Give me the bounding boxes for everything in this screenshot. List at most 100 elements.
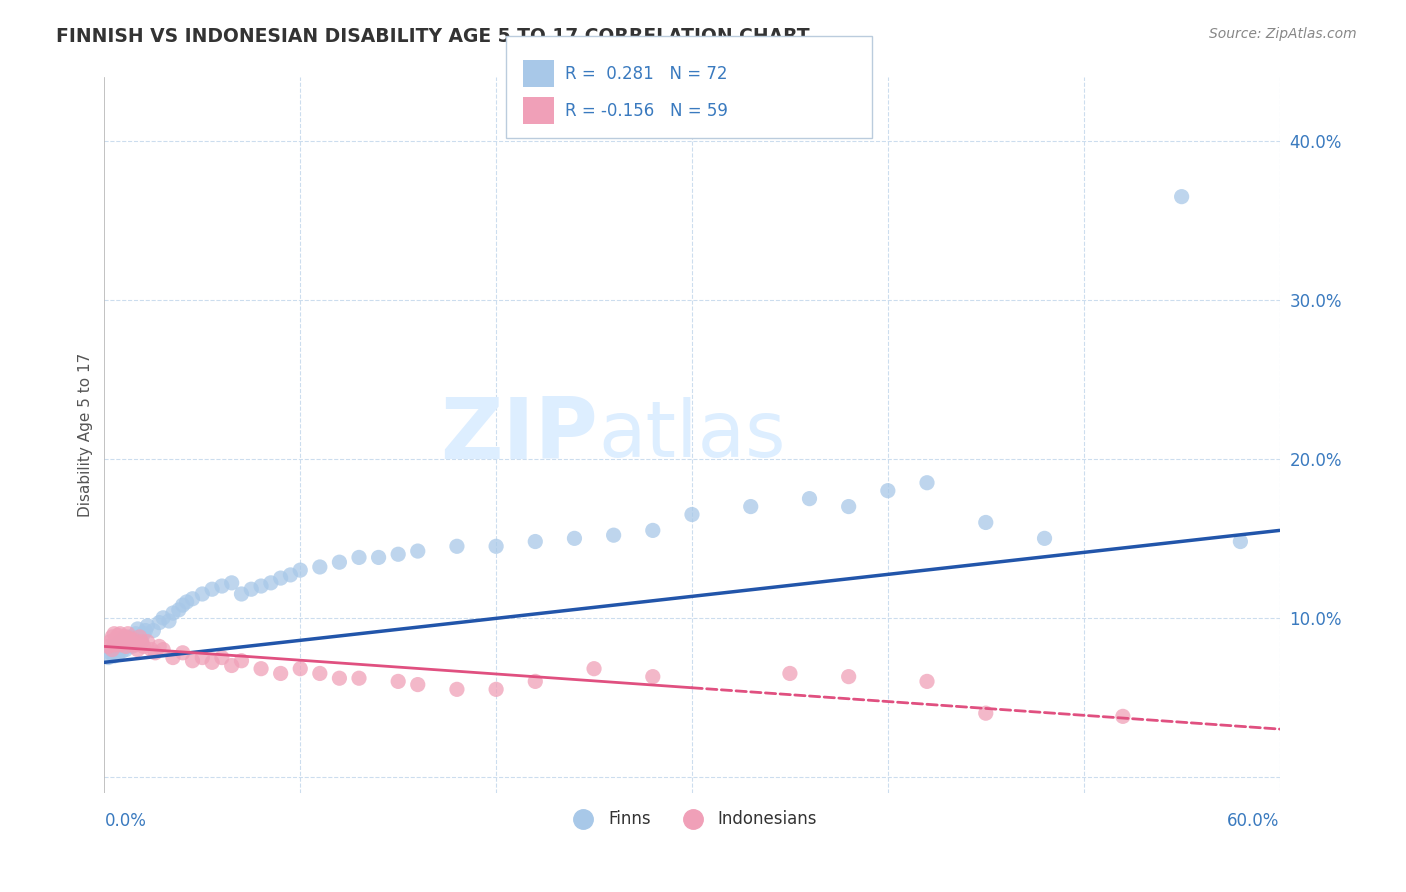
Text: Source: ZipAtlas.com: Source: ZipAtlas.com bbox=[1209, 27, 1357, 41]
Point bbox=[115, 640, 138, 654]
Point bbox=[131, 634, 153, 648]
Point bbox=[915, 674, 938, 689]
Point bbox=[328, 555, 350, 569]
Point bbox=[108, 642, 131, 657]
Point bbox=[974, 706, 997, 721]
Point bbox=[162, 650, 184, 665]
Point bbox=[111, 638, 134, 652]
Point bbox=[108, 626, 131, 640]
Point bbox=[181, 654, 204, 668]
Point bbox=[485, 682, 508, 697]
Point bbox=[221, 658, 243, 673]
Point bbox=[134, 624, 156, 638]
Point bbox=[111, 636, 134, 650]
Point bbox=[221, 575, 243, 590]
Point bbox=[347, 550, 370, 565]
Point bbox=[122, 632, 145, 646]
Point bbox=[172, 598, 194, 612]
Point bbox=[136, 619, 159, 633]
Point bbox=[118, 630, 141, 644]
Text: R =  0.281   N = 72: R = 0.281 N = 72 bbox=[565, 64, 728, 83]
Point bbox=[101, 630, 124, 644]
Point bbox=[201, 656, 224, 670]
Point bbox=[128, 630, 150, 644]
Point bbox=[167, 603, 190, 617]
Point bbox=[740, 500, 762, 514]
Point bbox=[107, 640, 129, 655]
Point bbox=[121, 640, 143, 654]
Point bbox=[105, 632, 128, 646]
Point bbox=[152, 611, 174, 625]
Point bbox=[211, 579, 233, 593]
Point bbox=[107, 633, 129, 648]
Point bbox=[231, 587, 253, 601]
Point bbox=[121, 638, 143, 652]
Point bbox=[181, 591, 204, 606]
Point bbox=[142, 624, 165, 638]
Point bbox=[112, 634, 135, 648]
Text: ZIP: ZIP bbox=[440, 393, 598, 476]
Point bbox=[602, 528, 624, 542]
Point bbox=[211, 650, 233, 665]
Point bbox=[446, 682, 468, 697]
Point bbox=[103, 626, 125, 640]
Point bbox=[641, 524, 664, 538]
Point bbox=[915, 475, 938, 490]
Point bbox=[387, 674, 409, 689]
Point bbox=[1170, 189, 1192, 203]
Point bbox=[117, 638, 139, 652]
Point bbox=[122, 633, 145, 648]
Point bbox=[290, 662, 312, 676]
Point bbox=[799, 491, 821, 506]
Point bbox=[838, 500, 860, 514]
Point bbox=[105, 644, 128, 658]
Point bbox=[564, 532, 586, 546]
Point bbox=[308, 666, 330, 681]
Point bbox=[115, 642, 138, 657]
Legend: Finns, Indonesians: Finns, Indonesians bbox=[560, 803, 824, 834]
Point bbox=[107, 648, 129, 662]
Point bbox=[231, 654, 253, 668]
Point bbox=[270, 666, 292, 681]
Point bbox=[838, 670, 860, 684]
Y-axis label: Disability Age 5 to 17: Disability Age 5 to 17 bbox=[79, 353, 93, 517]
Point bbox=[143, 646, 166, 660]
Point bbox=[681, 508, 703, 522]
Point bbox=[128, 630, 150, 644]
Point bbox=[141, 642, 163, 657]
Point bbox=[112, 640, 135, 654]
Point bbox=[148, 615, 170, 630]
Text: atlas: atlas bbox=[598, 397, 786, 473]
Point bbox=[101, 642, 124, 657]
Point bbox=[148, 640, 170, 654]
Point bbox=[367, 550, 389, 565]
Point bbox=[111, 644, 134, 658]
Point bbox=[328, 671, 350, 685]
Point bbox=[97, 640, 120, 654]
Point bbox=[101, 642, 124, 657]
Point bbox=[308, 560, 330, 574]
Point bbox=[270, 571, 292, 585]
Point bbox=[387, 547, 409, 561]
Point bbox=[97, 650, 120, 665]
Point bbox=[524, 674, 547, 689]
Point bbox=[115, 636, 138, 650]
Point bbox=[98, 634, 121, 648]
Text: 60.0%: 60.0% bbox=[1227, 812, 1279, 830]
Point bbox=[157, 614, 180, 628]
Text: 0.0%: 0.0% bbox=[104, 812, 146, 830]
Point bbox=[524, 534, 547, 549]
Point bbox=[127, 642, 149, 657]
Point bbox=[98, 646, 121, 660]
Point bbox=[107, 628, 129, 642]
Text: FINNISH VS INDONESIAN DISABILITY AGE 5 TO 17 CORRELATION CHART: FINNISH VS INDONESIAN DISABILITY AGE 5 T… bbox=[56, 27, 810, 45]
Point bbox=[125, 638, 148, 652]
Point bbox=[111, 632, 134, 646]
Point bbox=[118, 634, 141, 648]
Point bbox=[1033, 532, 1056, 546]
Point bbox=[117, 633, 139, 648]
Point bbox=[191, 587, 214, 601]
Point bbox=[117, 633, 139, 648]
Point bbox=[876, 483, 898, 498]
Point bbox=[406, 544, 429, 558]
